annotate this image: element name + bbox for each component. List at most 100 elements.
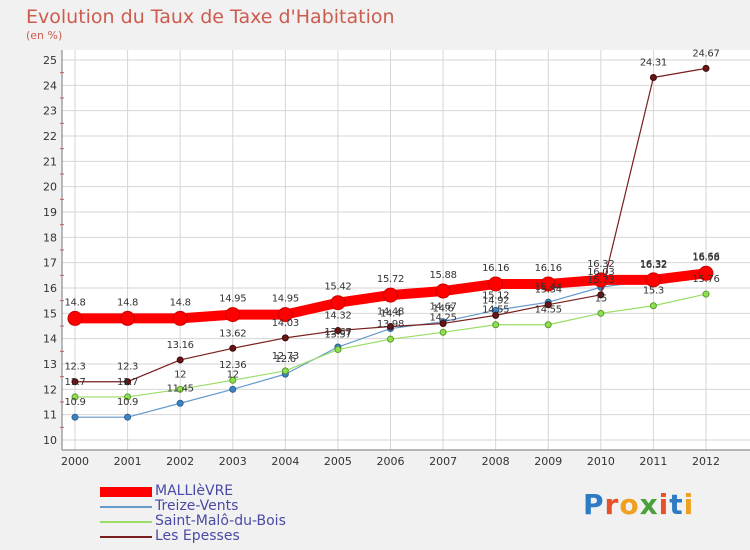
data-label: 14.25 [430,312,457,323]
data-point [698,265,714,281]
data-label: 16.32 [640,260,667,271]
brand-letter: i [658,488,670,521]
x-tick-label: 2004 [271,455,299,468]
data-point [540,276,556,292]
legend-item-treize-vents: Treize-Vents [100,499,286,514]
data-point [387,323,394,331]
data-label: 14.55 [482,305,509,316]
y-tick-label: 12 [43,383,57,396]
y-tick-label: 14 [43,333,57,346]
data-label: 14.32 [324,311,351,322]
brand-logo: Proxiti [583,488,694,521]
data-label: 15.76 [692,274,719,285]
data-point [597,309,605,317]
data-point [71,413,79,421]
legend-swatch [100,505,152,508]
data-label: 12.73 [272,351,299,362]
data-point [277,307,293,323]
data-label: 15.12 [482,290,509,301]
data-label: 24.31 [640,57,667,68]
legend: MALLIèVRE Treize-Vents Saint-Malô-du-Boi… [100,484,286,544]
x-tick-label: 2007 [429,455,457,468]
data-label: 16.03 [587,267,614,278]
y-tick-label: 21 [43,155,57,168]
legend-label: MALLIèVRE [155,483,234,499]
data-label: 16.58 [692,252,719,263]
data-label: 14.55 [535,305,562,316]
data-label: 15.42 [324,282,351,293]
data-label: 15.44 [535,282,562,293]
data-label: 10.9 [64,397,85,408]
y-tick-label: 20 [43,181,57,194]
data-point [645,272,661,288]
data-point [435,283,451,299]
brand-letter: i [683,488,695,521]
data-label: 11.7 [64,377,85,388]
brand-letter: x [639,488,659,521]
data-point [176,399,184,407]
y-tick-label: 13 [43,358,57,371]
data-point [544,301,552,309]
y-tick-label: 19 [43,206,57,219]
y-tick-label: 16 [43,282,57,295]
data-point [229,376,237,384]
x-tick-label: 2002 [166,455,194,468]
data-point [649,73,657,81]
legend-swatch [100,535,152,538]
x-tick-label: 2000 [61,455,89,468]
y-tick-label: 23 [43,105,57,118]
data-label: 14.67 [430,302,457,313]
data-label: 15.73 [587,275,614,286]
data-point [334,346,342,354]
data-point [330,295,346,311]
legend-label: Saint-Malô-du-Bois [155,513,286,529]
data-label: 24.67 [692,48,719,59]
y-tick-label: 15 [43,307,57,320]
data-label: 13.62 [219,328,246,339]
data-point [544,321,552,329]
y-tick-label: 22 [43,130,57,143]
data-label: 13.16 [167,340,194,351]
data-label: 14.8 [117,297,138,308]
data-point [702,64,710,72]
legend-label: Treize-Vents [155,498,239,514]
data-label: 16.16 [482,263,509,274]
legend-item-mallievre: MALLIèVRE [100,484,286,499]
data-point [229,344,237,352]
data-label: 11.45 [167,383,194,394]
x-tick-label: 2010 [587,455,615,468]
data-label: 14.48 [377,307,404,318]
data-label: 12.36 [219,360,246,371]
data-label: 12.3 [117,362,138,373]
data-label: 14.8 [64,297,85,308]
data-point [172,310,188,326]
data-point [492,311,500,319]
brand-letter: r [604,488,620,521]
data-label: 13.57 [324,330,351,341]
x-tick-label: 2003 [219,455,247,468]
y-tick-label: 24 [43,79,57,92]
axes: 10 11 12 13 14 15 16 17 18 19 20 21 22 23 24 25 2000 2001… [43,50,750,468]
data-label: 14.4 [380,309,401,320]
data-label: 16.32 [587,259,614,270]
data-label: 15 [595,293,607,304]
brand-letter: o [619,488,640,521]
data-label: 13.67 [324,327,351,338]
brand-letter: P [583,488,605,521]
data-label: 12 [227,369,239,380]
data-point [387,335,394,343]
plot-background [62,50,750,450]
data-point [488,276,504,292]
data-label: 14.8 [170,297,191,308]
data-point [334,327,342,335]
data-label: 12 [174,369,186,380]
chart-unit: (en %) [26,29,63,42]
data-label: 15.34 [535,285,562,296]
data-point [439,328,447,336]
data-label: 14.95 [219,294,246,305]
data-point [124,393,132,401]
data-point [281,367,289,375]
data-point [71,378,79,386]
y-tick-label: 11 [43,409,57,422]
